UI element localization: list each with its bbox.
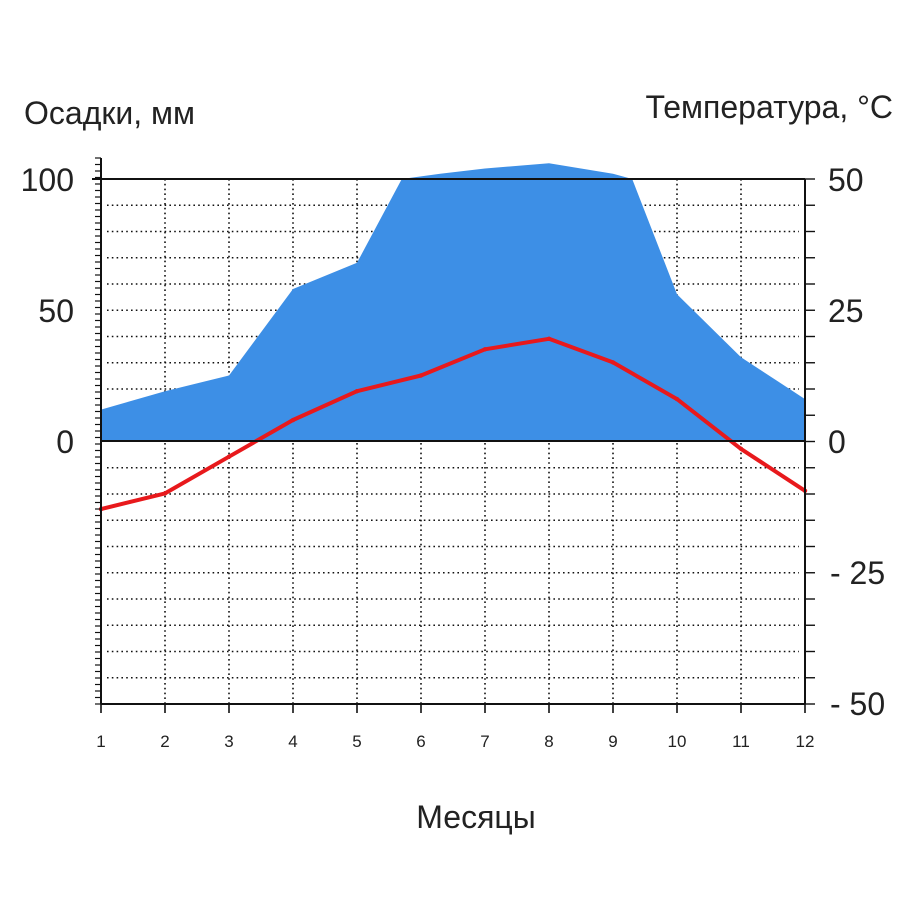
x-tick-label: 12 <box>796 732 815 751</box>
temperature-point <box>546 336 552 342</box>
temperature-point <box>674 396 680 402</box>
chart-frame <box>92 157 815 713</box>
right-tick-label: 50 <box>828 162 864 198</box>
left-tick-label: 0 <box>56 424 74 460</box>
x-tick-label: 7 <box>480 732 489 751</box>
precipitation-area <box>101 163 805 442</box>
temperature-line <box>99 336 807 512</box>
temperature-point <box>738 446 744 452</box>
x-tick-label: 11 <box>732 732 750 751</box>
x-tick-label: 8 <box>544 732 553 751</box>
right-tick-label: - 25 <box>830 555 885 591</box>
chart-labels: Осадки, мм Температура, °C Месяцы 100500… <box>21 89 893 835</box>
temperature-point <box>482 347 488 352</box>
right-axis-title: Температура, °C <box>646 89 894 125</box>
temperature-point <box>354 389 360 394</box>
left-tick-label: 100 <box>21 162 74 198</box>
temperature-point <box>418 373 424 378</box>
temperature-point <box>162 491 168 496</box>
x-tick-label: 10 <box>668 732 687 751</box>
right-tick-label: - 50 <box>830 686 885 722</box>
x-tick-label: 9 <box>608 732 617 751</box>
right-tick-label: 0 <box>828 424 846 460</box>
left-tick-label: 50 <box>38 293 74 329</box>
chart-marks <box>98 163 808 512</box>
right-tick-label: 25 <box>828 293 864 329</box>
temperature-point <box>226 454 232 459</box>
x-tick-label: 5 <box>352 732 361 751</box>
temperature-point <box>610 360 616 365</box>
x-tick-label: 1 <box>96 732 105 751</box>
x-tick-label: 3 <box>224 732 233 751</box>
left-axis-title: Осадки, мм <box>24 95 195 131</box>
x-tick-label: 4 <box>288 732 297 751</box>
x-axis-title: Месяцы <box>416 799 535 835</box>
temperature-point <box>290 417 296 423</box>
x-tick-label: 6 <box>416 732 425 751</box>
x-tick-label: 2 <box>160 732 169 751</box>
